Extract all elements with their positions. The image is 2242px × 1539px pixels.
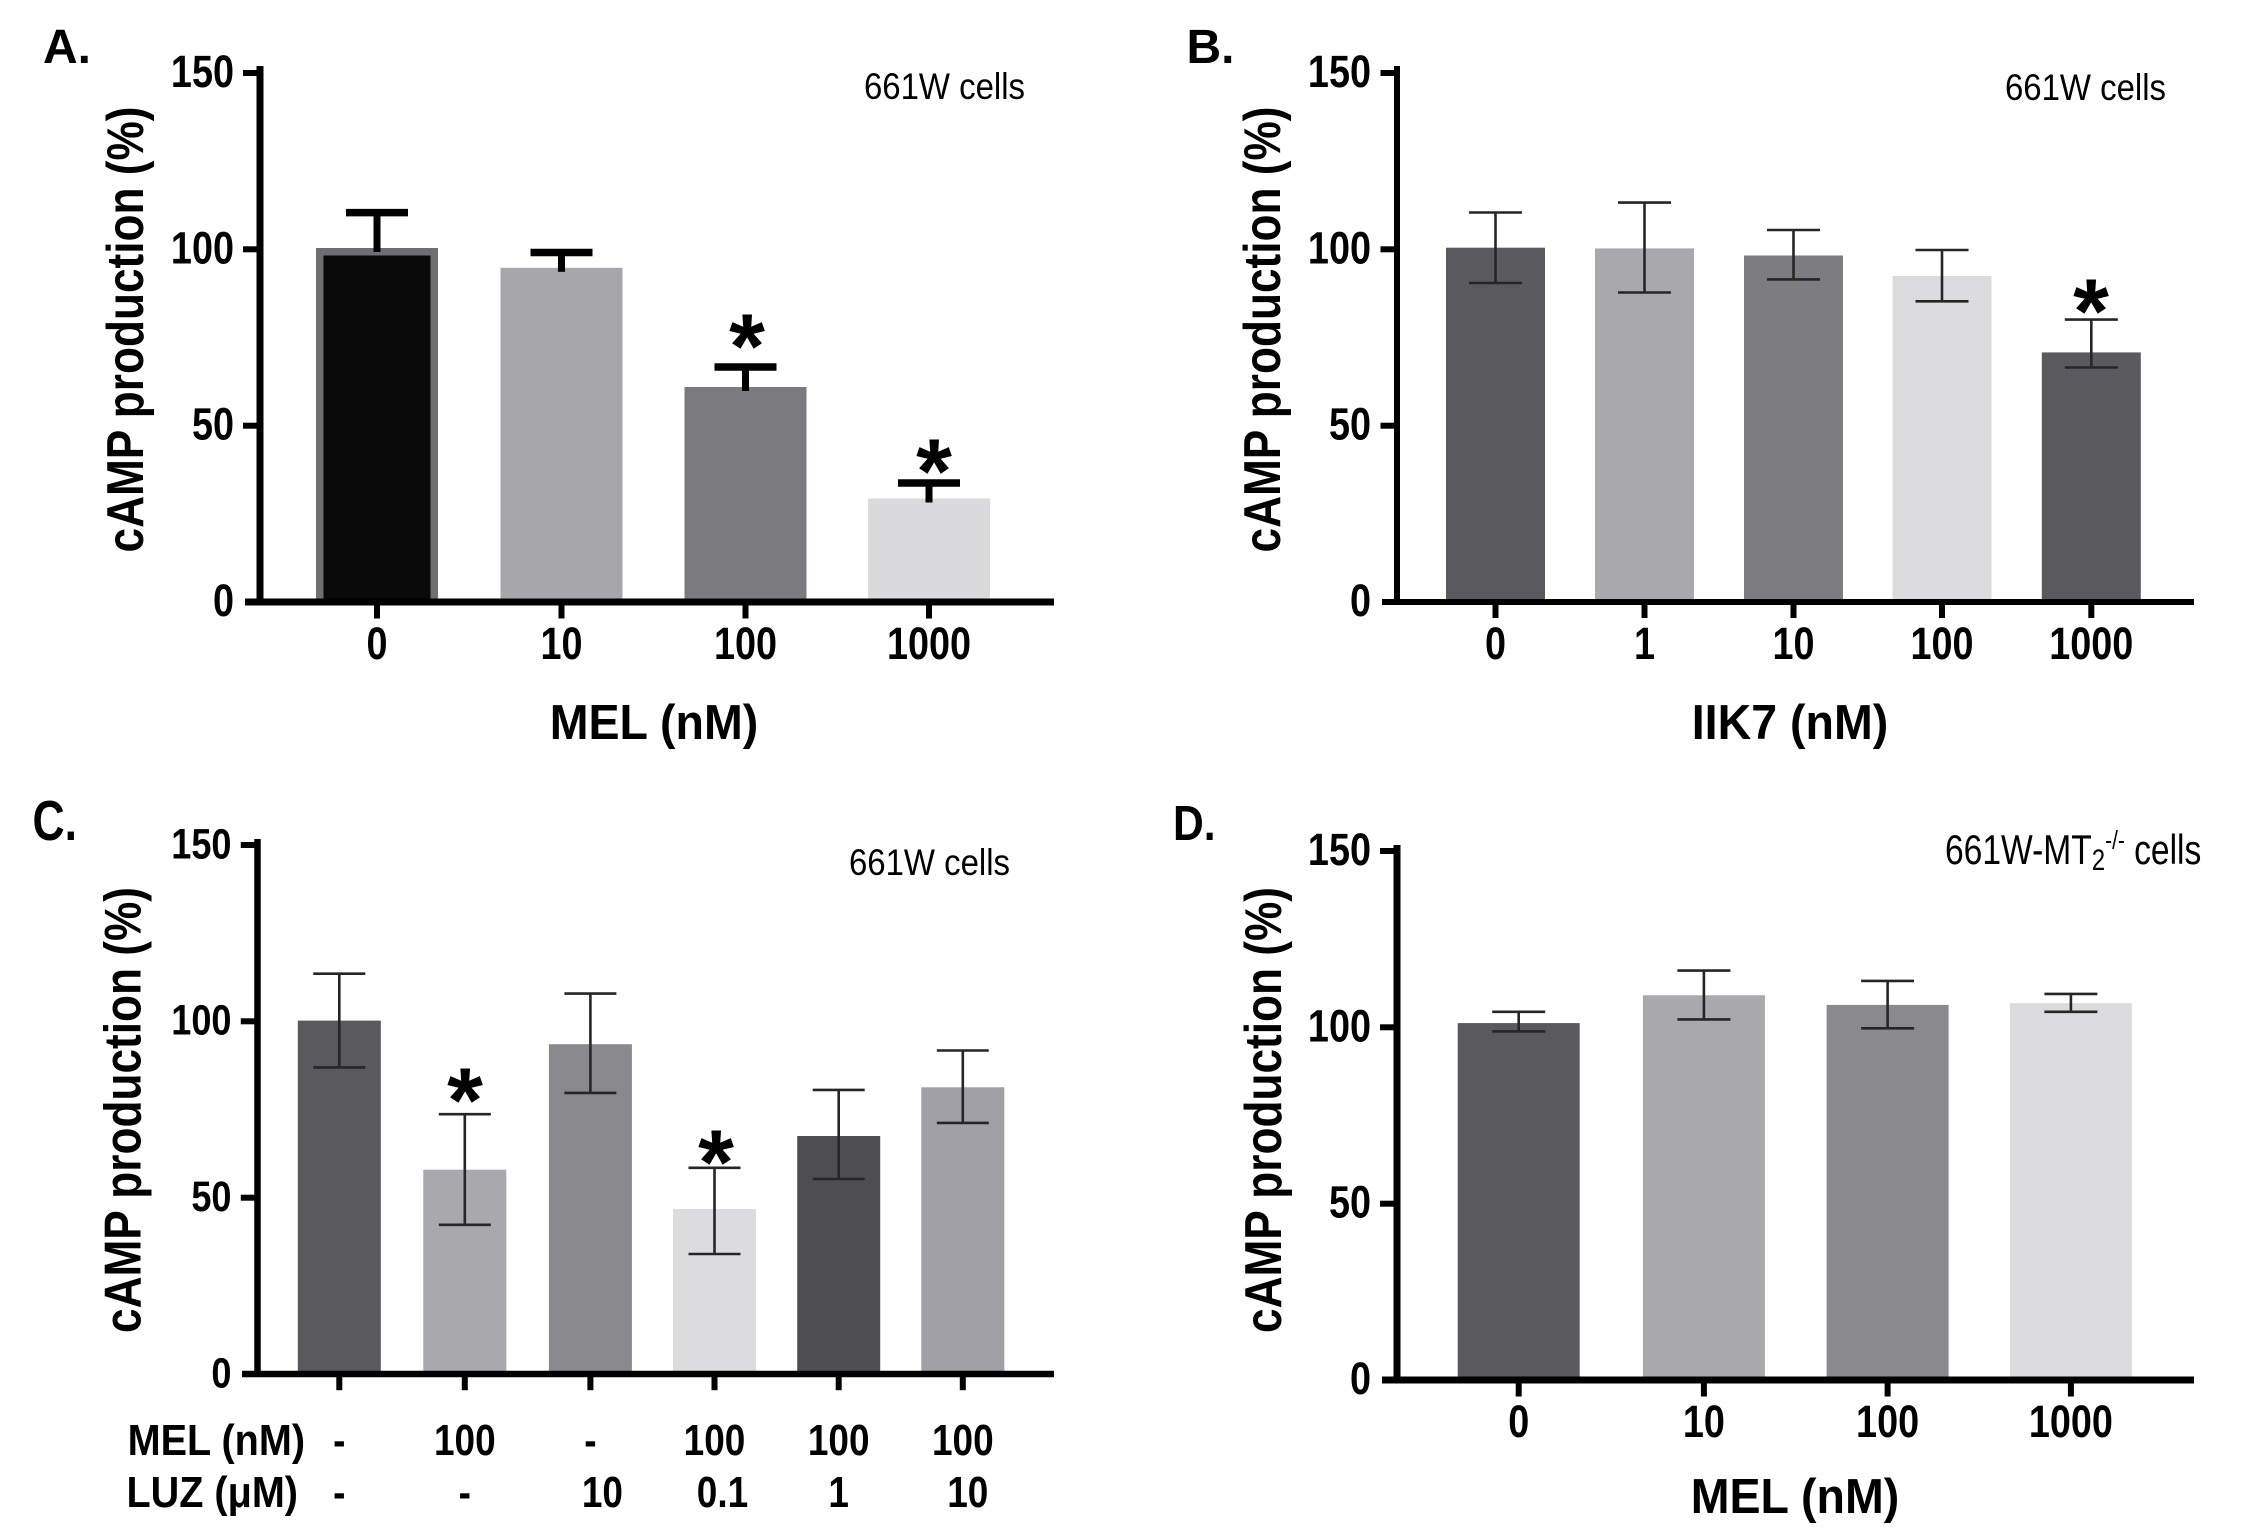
svg-text:-: - <box>459 1467 471 1517</box>
svg-text:D.: D. <box>1173 795 1216 850</box>
svg-text:661W cells: 661W cells <box>849 842 1010 883</box>
svg-text:100: 100 <box>434 1415 496 1465</box>
svg-text:*: * <box>698 1112 734 1214</box>
svg-text:*: * <box>447 1050 483 1152</box>
svg-text:1: 1 <box>1634 618 1655 669</box>
svg-text:1000: 1000 <box>887 618 971 669</box>
svg-text:A.: A. <box>43 21 91 74</box>
svg-text:cAMP production (%): cAMP production (%) <box>94 887 152 1333</box>
svg-text:1000: 1000 <box>2029 1396 2113 1447</box>
svg-text:MEL (nM): MEL (nM) <box>1691 1470 1900 1524</box>
svg-text:50: 50 <box>191 1173 231 1221</box>
svg-text:LUZ (μM): LUZ (μM) <box>126 1467 298 1516</box>
svg-text:0: 0 <box>1350 575 1371 626</box>
svg-text:cAMP production (%): cAMP production (%) <box>1234 106 1292 552</box>
svg-text:0: 0 <box>1508 1396 1529 1447</box>
svg-text:100: 100 <box>171 997 231 1045</box>
svg-text:100: 100 <box>714 618 777 669</box>
svg-text:B.: B. <box>1187 21 1235 74</box>
svg-text:661W-MT2-/- cells: 661W-MT2-/- cells <box>1945 826 2201 877</box>
svg-text:1000: 1000 <box>2049 618 2133 669</box>
svg-text:150: 150 <box>1308 824 1371 875</box>
svg-text:150: 150 <box>171 46 234 97</box>
svg-text:0: 0 <box>1350 1353 1371 1404</box>
svg-text:50: 50 <box>1329 1177 1371 1228</box>
svg-text:MEL (nM): MEL (nM) <box>550 696 759 750</box>
svg-text:10: 10 <box>540 618 582 669</box>
svg-text:0: 0 <box>1485 618 1506 669</box>
svg-text:*: * <box>729 296 765 398</box>
svg-text:661W cells: 661W cells <box>2005 67 2166 108</box>
svg-text:cAMP production (%): cAMP production (%) <box>97 106 155 552</box>
svg-text:10: 10 <box>1683 1396 1725 1447</box>
svg-text:*: * <box>2073 261 2109 363</box>
svg-text:1: 1 <box>828 1467 849 1517</box>
svg-text:661W cells: 661W cells <box>864 66 1025 107</box>
svg-text:150: 150 <box>171 820 231 868</box>
svg-text:100: 100 <box>808 1415 870 1465</box>
svg-text:IIK7 (nM): IIK7 (nM) <box>1692 696 1888 750</box>
svg-text:100: 100 <box>1856 1396 1919 1447</box>
svg-text:*: * <box>916 421 952 523</box>
svg-text:100: 100 <box>1910 618 1973 669</box>
svg-text:10: 10 <box>582 1467 623 1517</box>
svg-text:10: 10 <box>1772 618 1814 669</box>
svg-text:-: - <box>584 1415 596 1465</box>
svg-text:cAMP production (%): cAMP production (%) <box>1235 887 1293 1333</box>
svg-text:MEL (nM): MEL (nM) <box>128 1415 305 1464</box>
svg-text:-: - <box>333 1415 345 1465</box>
svg-text:C.: C. <box>33 789 77 853</box>
svg-text:100: 100 <box>684 1415 746 1465</box>
svg-text:0: 0 <box>211 1349 231 1397</box>
svg-text:-: - <box>333 1467 345 1517</box>
svg-text:100: 100 <box>171 222 234 273</box>
svg-text:100: 100 <box>1308 1000 1371 1051</box>
svg-text:50: 50 <box>192 398 234 449</box>
svg-text:150: 150 <box>1308 46 1371 97</box>
svg-text:0: 0 <box>213 575 234 626</box>
svg-text:10: 10 <box>947 1467 988 1517</box>
svg-text:0: 0 <box>366 618 387 669</box>
svg-text:100: 100 <box>932 1415 994 1465</box>
svg-text:100: 100 <box>1308 222 1371 273</box>
svg-text:0.1: 0.1 <box>697 1467 748 1517</box>
svg-text:50: 50 <box>1329 398 1371 449</box>
